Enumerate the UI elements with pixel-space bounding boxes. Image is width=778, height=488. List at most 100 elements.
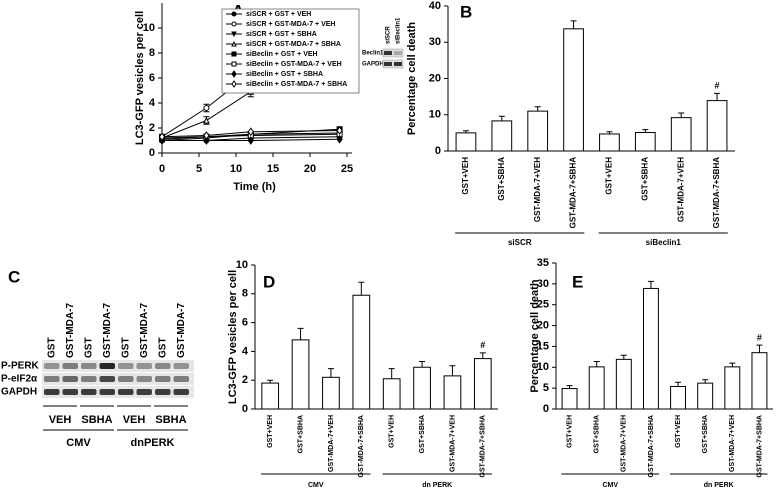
inset-lane-label: siBeclin1 bbox=[396, 17, 402, 44]
y-tick-label: 30 bbox=[537, 278, 549, 290]
x-tick-label: GST+SBHA bbox=[702, 415, 709, 453]
blot-band bbox=[81, 389, 97, 395]
treatment-label: VEH bbox=[123, 414, 146, 426]
error-bar bbox=[534, 106, 541, 112]
bar bbox=[473, 358, 492, 410]
blot-band bbox=[394, 51, 402, 55]
panel-letter: B bbox=[460, 2, 472, 21]
error-bar bbox=[647, 280, 654, 289]
x-tick-label: GST+VEH bbox=[389, 415, 396, 448]
x-tick-label: GST+VEH bbox=[267, 415, 274, 448]
x-tick-label: GST-MDA-7+SBHA bbox=[569, 157, 578, 229]
lane-label: GST bbox=[84, 337, 95, 358]
bar bbox=[443, 375, 462, 410]
blot-band bbox=[99, 363, 115, 369]
x-tick-label: 0 bbox=[159, 163, 165, 175]
series-line bbox=[161, 128, 340, 140]
blot-strip bbox=[382, 59, 404, 69]
y-tick-label: 40 bbox=[429, 0, 441, 12]
x-tick-label: GST+SBHA bbox=[640, 157, 649, 201]
error-bar bbox=[498, 115, 505, 121]
x-tick-label: GST+SBHA bbox=[419, 415, 426, 453]
group-label: dn PERK bbox=[422, 482, 452, 488]
x-tick-label: GST-MDA-7+VEH bbox=[328, 415, 335, 472]
y-tick-label: 2 bbox=[242, 374, 248, 386]
y-tick-label: 30 bbox=[429, 36, 441, 48]
bar bbox=[670, 385, 687, 410]
x-tick-label: GST+VEH bbox=[605, 157, 614, 195]
panel-letter: E bbox=[572, 272, 583, 291]
x-tick-label: 25 bbox=[341, 163, 353, 175]
bar bbox=[563, 28, 584, 152]
x-tick-label: GST+SBHA bbox=[594, 415, 601, 453]
lane-label: GST bbox=[121, 337, 132, 358]
marker bbox=[231, 31, 237, 38]
bar bbox=[413, 366, 431, 410]
marker bbox=[231, 11, 237, 17]
blot-band bbox=[394, 62, 402, 66]
legend-label: siSCR + GST + SBHA bbox=[246, 31, 317, 38]
group-label: siBeclin1 bbox=[646, 238, 682, 247]
lane-label: GST-MDA-7 bbox=[176, 303, 187, 358]
legend-label: siSCR + GST-MDA-7 + VEH bbox=[246, 21, 335, 28]
y-tick-label: 10 bbox=[236, 259, 248, 271]
x-tick-label: GST+SBHA bbox=[297, 415, 304, 453]
y-tick-label: 25 bbox=[537, 299, 549, 311]
bar bbox=[615, 358, 632, 410]
blot-band bbox=[99, 376, 115, 382]
y-tick-label: 10 bbox=[537, 361, 549, 373]
marker bbox=[203, 136, 210, 145]
lane-label: GST bbox=[47, 337, 58, 358]
lane-label: GST-MDA-7 bbox=[139, 303, 150, 358]
series-line bbox=[161, 130, 340, 138]
legend-label: siBeclin + GST + SBHA bbox=[246, 71, 323, 78]
x-tick-label: GST-MDA-7+SBHA bbox=[712, 157, 721, 229]
y-tick-label: 10 bbox=[429, 109, 441, 121]
blot-band bbox=[173, 376, 189, 382]
bar bbox=[491, 120, 513, 152]
annotation: # bbox=[757, 333, 762, 343]
y-tick-label: 0 bbox=[543, 403, 549, 415]
legend-label: siSCR + GST-MDA-7 + SBHA bbox=[246, 41, 341, 48]
marker bbox=[158, 132, 166, 142]
blot-band bbox=[99, 389, 115, 395]
annotation: # bbox=[480, 340, 485, 350]
error-bar bbox=[620, 354, 627, 360]
bar bbox=[706, 100, 728, 152]
blot-band bbox=[81, 376, 97, 382]
blot-band bbox=[136, 389, 152, 395]
series-line bbox=[161, 133, 340, 139]
legend-label: siBeclin + GST-MDA-7 + SBHA bbox=[246, 81, 347, 88]
marker bbox=[247, 136, 254, 145]
x-tick-label: GST-MDA-7+VEH bbox=[621, 415, 628, 472]
error-bar bbox=[756, 344, 763, 353]
panel-letter: C bbox=[8, 267, 20, 286]
x-tick-label: 15 bbox=[267, 163, 279, 175]
y-axis-label: LC3-GFP vesicles per cell bbox=[134, 11, 146, 145]
error-bar bbox=[678, 112, 685, 118]
x-tick-label: GST-MDA-7+VEH bbox=[676, 157, 685, 222]
series-line bbox=[162, 138, 340, 141]
error-bar bbox=[702, 379, 709, 384]
y-tick-label: 10 bbox=[143, 22, 155, 34]
blot-band bbox=[384, 51, 392, 55]
marker bbox=[203, 105, 210, 111]
blot-band bbox=[155, 363, 171, 369]
marker bbox=[231, 40, 237, 47]
x-tick-label: GST+VEH bbox=[461, 157, 470, 195]
blot-band bbox=[118, 376, 134, 382]
y-tick-label: 2 bbox=[149, 122, 155, 134]
blot-band bbox=[62, 389, 78, 395]
x-tick-label: 5 bbox=[196, 163, 202, 175]
bar bbox=[561, 388, 578, 410]
group-label: dn PERK bbox=[704, 482, 734, 488]
blot-band bbox=[173, 389, 189, 395]
treatment-label: SBHA bbox=[81, 414, 112, 426]
blot-band bbox=[118, 363, 134, 369]
group-label: siSCR bbox=[508, 238, 532, 247]
bar bbox=[642, 287, 659, 410]
blot-band bbox=[384, 62, 392, 66]
x-tick-label: GST-MDA-7+SBHA bbox=[358, 415, 365, 477]
